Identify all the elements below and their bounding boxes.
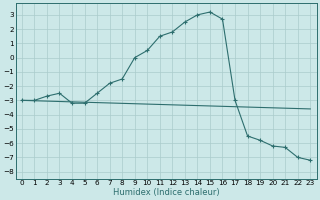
X-axis label: Humidex (Indice chaleur): Humidex (Indice chaleur) [113, 188, 220, 197]
